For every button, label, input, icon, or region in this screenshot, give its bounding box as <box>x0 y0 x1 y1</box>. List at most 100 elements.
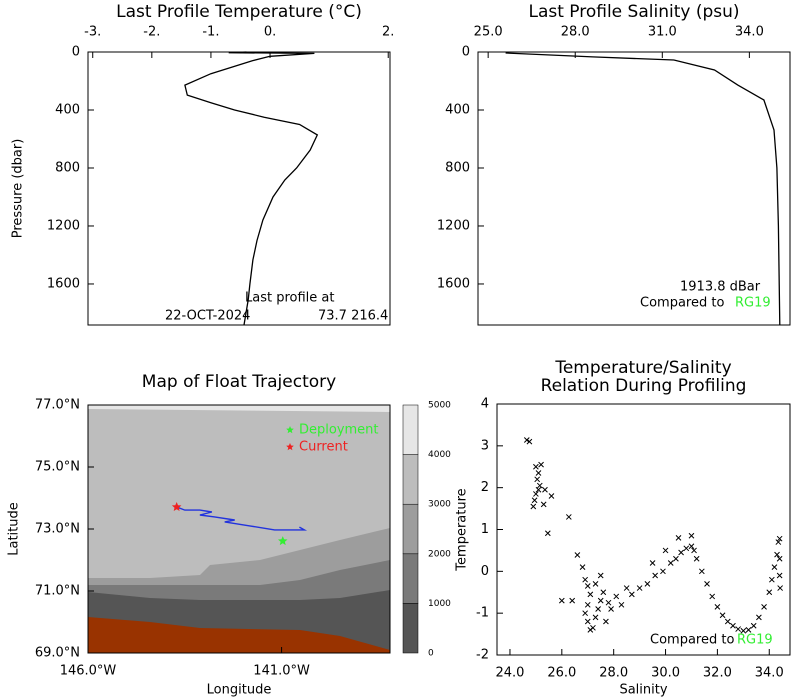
x-tick-label: -2. <box>143 25 160 40</box>
plot-frame <box>87 51 391 326</box>
annotation: 22-OCT-2024 <box>165 309 250 324</box>
point <box>600 589 607 596</box>
point <box>582 576 589 583</box>
point <box>636 585 643 591</box>
y-tick-label: 1600 <box>47 276 80 291</box>
y-tick-label: 1200 <box>47 218 80 233</box>
point <box>548 493 555 499</box>
point <box>735 626 741 632</box>
point <box>691 547 697 554</box>
colorbar-label: 2000 <box>428 549 451 559</box>
plot-frame <box>87 404 391 654</box>
y-tick-label: 0 <box>481 564 489 579</box>
point <box>724 618 731 625</box>
point <box>558 597 565 604</box>
point <box>776 535 783 542</box>
point <box>745 627 752 633</box>
point <box>652 572 659 579</box>
point <box>535 470 542 476</box>
point <box>766 589 773 596</box>
point <box>584 601 591 608</box>
legend-symbol <box>286 443 294 451</box>
point <box>574 552 581 558</box>
point <box>608 606 614 612</box>
point <box>534 476 541 483</box>
y-tick-label: 800 <box>55 160 80 175</box>
legend-symbol <box>286 426 294 434</box>
point <box>613 593 620 600</box>
position-marker <box>171 502 182 511</box>
annotation: Last profile at <box>245 291 334 306</box>
colorbar-band <box>402 553 419 604</box>
point <box>719 612 726 619</box>
point <box>533 463 539 470</box>
x-tick-label: 28.0 <box>561 25 590 40</box>
point <box>673 555 679 562</box>
point <box>584 618 591 625</box>
point <box>693 555 700 562</box>
annotation: RG19 <box>735 296 771 311</box>
point <box>678 549 684 556</box>
y-tick-label: 1600 <box>437 276 470 291</box>
point <box>688 532 695 539</box>
point <box>597 597 604 604</box>
point <box>533 491 539 497</box>
point <box>675 535 682 541</box>
point <box>590 624 596 631</box>
point <box>582 610 589 617</box>
point <box>698 568 705 575</box>
point <box>531 497 538 504</box>
colorbar-label: 0 <box>428 649 434 659</box>
y-tick-label: 3 <box>481 438 489 453</box>
point <box>605 599 612 606</box>
chart-title: Last Profile Salinity (psu) <box>528 2 739 22</box>
x-tick-label: 34.0 <box>735 25 764 40</box>
x-tick-label: 26.0 <box>547 666 576 681</box>
x-axis-label: Longitude <box>207 683 272 698</box>
point <box>644 581 651 587</box>
point <box>526 438 533 445</box>
x-tick-label: -3. <box>84 25 101 40</box>
x-tick-label: 0. <box>264 25 276 40</box>
point <box>776 555 783 562</box>
x-tick-label: 34.0 <box>755 666 784 681</box>
y-axis-label: Latitude <box>7 502 22 556</box>
point <box>618 601 625 608</box>
bathymetry <box>88 405 390 653</box>
x-tick-label: 28.0 <box>599 666 628 681</box>
profile-line <box>505 52 781 326</box>
point <box>761 604 767 610</box>
y-tick-label: 1 <box>481 522 489 537</box>
x-tick-label: 30.0 <box>651 666 680 681</box>
x-axis-label: Salinity <box>619 683 667 698</box>
legend-label: Deployment <box>299 423 379 438</box>
x-tick-label: -1. <box>202 25 219 40</box>
y-tick-label: 400 <box>445 102 470 117</box>
colorbar-band <box>402 503 419 555</box>
profile-line <box>184 51 319 326</box>
y-tick-label: 1200 <box>437 218 470 233</box>
point <box>628 591 635 598</box>
point <box>579 564 586 571</box>
point <box>750 622 757 629</box>
point <box>660 568 666 575</box>
point <box>530 503 537 510</box>
x-tick-label: 146.0°W <box>60 664 117 679</box>
y-tick-label: -2 <box>476 648 489 663</box>
y-tick-label: 71.0°N <box>35 584 80 599</box>
annotation: Compared to <box>650 633 734 648</box>
colorbar-band <box>402 454 419 505</box>
point <box>544 530 551 537</box>
point <box>768 576 775 583</box>
point <box>775 539 782 545</box>
y-tick-label: 4 <box>481 397 489 412</box>
point <box>542 486 548 493</box>
point <box>730 622 736 629</box>
point <box>683 545 690 552</box>
chart-title: Map of Float Trajectory <box>142 372 336 392</box>
point <box>688 543 695 550</box>
point <box>535 486 542 493</box>
point <box>714 604 721 610</box>
y-tick-label: 69.0°N <box>35 646 80 661</box>
